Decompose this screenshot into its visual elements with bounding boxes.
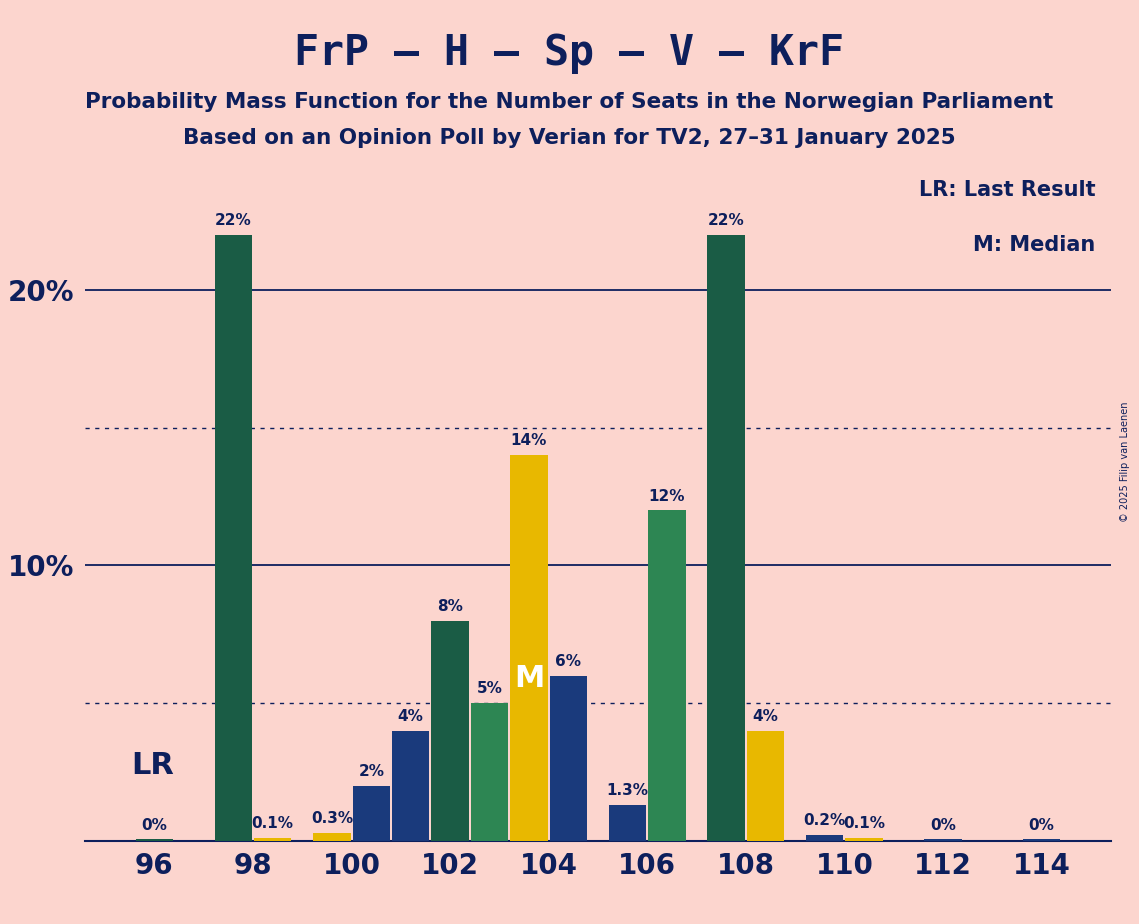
Text: 0.3%: 0.3% <box>311 810 353 826</box>
Bar <box>510 456 548 841</box>
Bar <box>392 731 429 841</box>
Text: 22%: 22% <box>215 213 252 228</box>
Text: 0%: 0% <box>931 818 956 833</box>
Bar <box>214 235 252 841</box>
Bar <box>609 805 646 841</box>
Bar <box>1023 840 1060 841</box>
Text: 1.3%: 1.3% <box>607 784 648 798</box>
Bar <box>432 621 469 841</box>
Bar <box>313 833 351 841</box>
Bar <box>707 235 745 841</box>
Text: 2%: 2% <box>359 764 384 779</box>
Text: 14%: 14% <box>510 433 547 448</box>
Text: Probability Mass Function for the Number of Seats in the Norwegian Parliament: Probability Mass Function for the Number… <box>85 92 1054 113</box>
Bar <box>136 840 173 841</box>
Text: 4%: 4% <box>398 709 424 723</box>
Text: 4%: 4% <box>753 709 778 723</box>
Bar <box>648 510 686 841</box>
Text: 0.1%: 0.1% <box>843 816 885 832</box>
Text: 6%: 6% <box>556 654 581 669</box>
Bar <box>254 838 292 841</box>
Text: Based on an Opinion Poll by Verian for TV2, 27–31 January 2025: Based on an Opinion Poll by Verian for T… <box>183 128 956 148</box>
Text: 12%: 12% <box>649 489 686 504</box>
Text: 8%: 8% <box>437 599 464 614</box>
Bar <box>550 675 587 841</box>
Text: LR: Last Result: LR: Last Result <box>918 180 1096 200</box>
Text: M: Median: M: Median <box>973 235 1096 255</box>
Text: 0.1%: 0.1% <box>252 816 294 832</box>
Text: © 2025 Filip van Laenen: © 2025 Filip van Laenen <box>1120 402 1130 522</box>
Bar <box>806 835 843 841</box>
Bar <box>470 703 508 841</box>
Bar <box>924 840 961 841</box>
Bar <box>747 731 785 841</box>
Text: 22%: 22% <box>707 213 745 228</box>
Text: 5%: 5% <box>476 681 502 697</box>
Bar <box>353 785 390 841</box>
Text: M: M <box>514 664 544 693</box>
Text: 0%: 0% <box>141 818 167 833</box>
Text: 0%: 0% <box>1029 818 1055 833</box>
Bar <box>845 838 883 841</box>
Text: FrP – H – Sp – V – KrF: FrP – H – Sp – V – KrF <box>295 32 844 74</box>
Text: 0.2%: 0.2% <box>803 813 846 829</box>
Text: LR: LR <box>131 751 174 780</box>
